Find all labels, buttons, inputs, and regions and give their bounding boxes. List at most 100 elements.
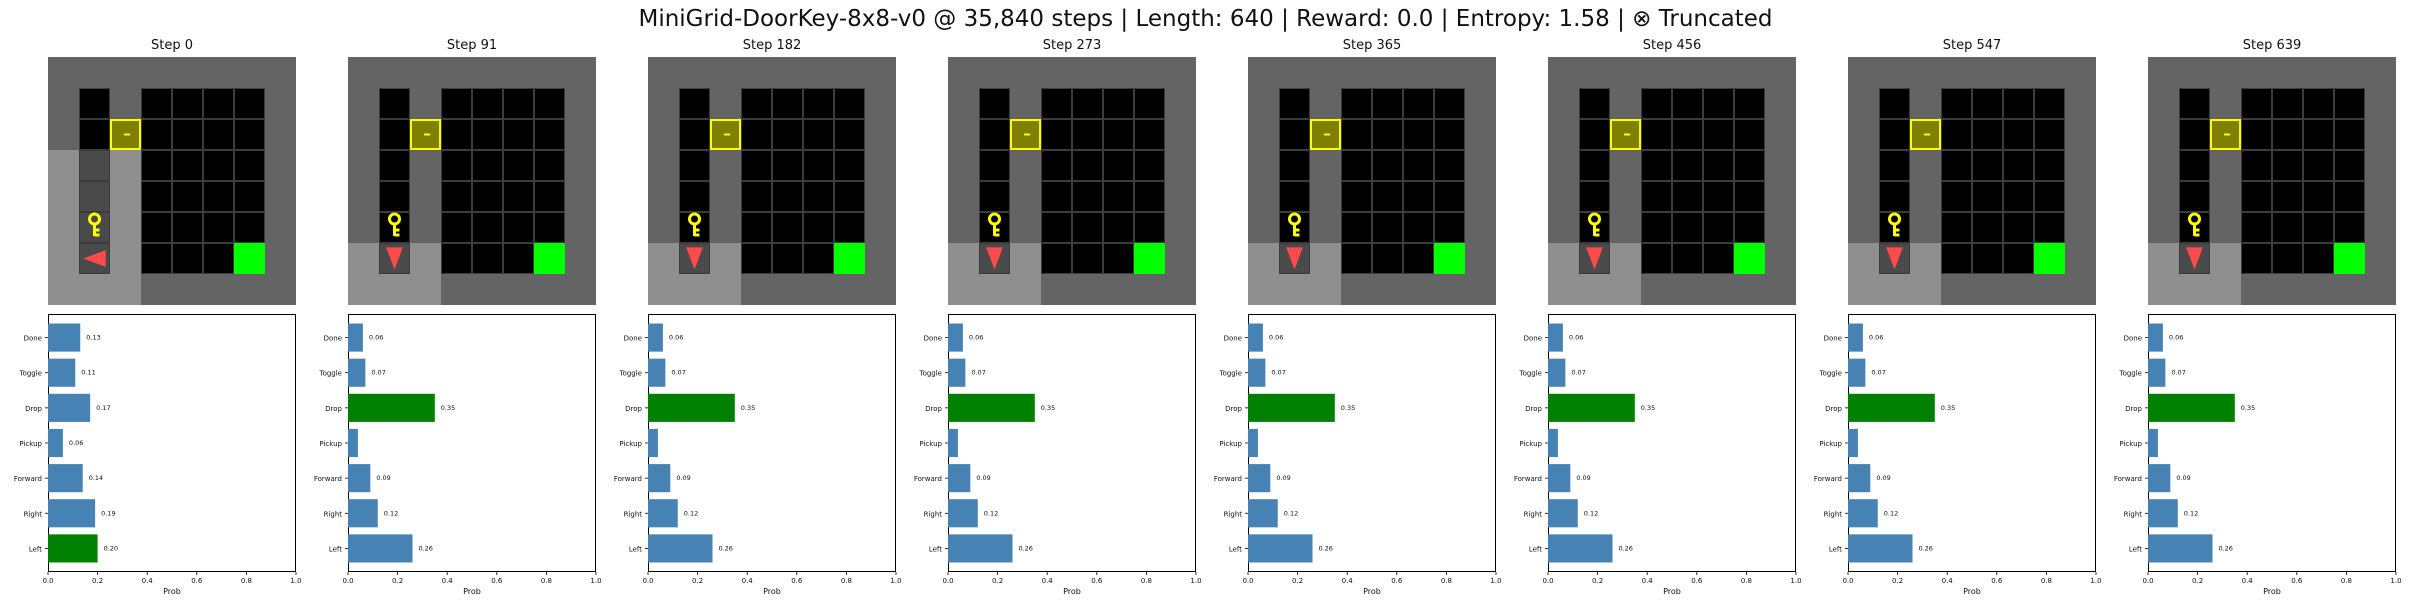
grid-cell bbox=[1372, 212, 1403, 243]
x-tick-label: 0.6 bbox=[491, 577, 503, 585]
door-icon bbox=[1010, 119, 1041, 150]
grid-cell bbox=[1341, 88, 1372, 119]
grid-cell bbox=[2210, 150, 2241, 181]
grid-cell bbox=[1310, 181, 1341, 212]
grid-cell bbox=[834, 119, 865, 150]
grid-cell bbox=[441, 274, 472, 305]
grid-cell bbox=[1434, 212, 1465, 243]
grid-cell bbox=[648, 57, 679, 88]
chart-frame bbox=[348, 314, 596, 572]
grid-cell bbox=[1248, 88, 1279, 119]
grid-cell bbox=[1703, 212, 1734, 243]
grid-cell bbox=[1703, 88, 1734, 119]
grid-cell bbox=[772, 150, 803, 181]
grid-cell bbox=[110, 212, 141, 243]
grid-cell bbox=[348, 181, 379, 212]
grid-cell bbox=[141, 150, 172, 181]
grid-cell bbox=[1103, 57, 1134, 88]
grid-cell bbox=[472, 119, 503, 150]
x-tick-label: 0.2 bbox=[992, 577, 1003, 585]
grid-cell bbox=[1010, 274, 1041, 305]
value-label: 0.26 bbox=[1318, 544, 1332, 552]
grid-cell bbox=[1434, 150, 1465, 181]
grid-cell bbox=[1134, 119, 1165, 150]
grid-cell bbox=[2210, 243, 2241, 274]
grid-cell bbox=[1103, 88, 1134, 119]
grid-cell bbox=[648, 243, 679, 274]
grid-cell bbox=[172, 274, 203, 305]
chart-frame bbox=[948, 314, 1196, 572]
grid-cell bbox=[265, 57, 296, 88]
grid-cell bbox=[1310, 274, 1341, 305]
grid-cell bbox=[1879, 274, 1910, 305]
grid-cell bbox=[234, 119, 265, 150]
value-label: 0.35 bbox=[2241, 404, 2255, 412]
x-tick-label: 0.2 bbox=[1292, 577, 1303, 585]
door-icon bbox=[2210, 119, 2241, 150]
prob-bar bbox=[1848, 464, 1871, 493]
grid-cell bbox=[234, 274, 265, 305]
x-tick-label: 0.6 bbox=[1391, 577, 1403, 585]
grid-cell bbox=[2334, 119, 2365, 150]
chart-frame bbox=[1848, 314, 2096, 572]
grid-cell bbox=[1848, 212, 1879, 243]
prob-bar bbox=[1548, 428, 1558, 458]
grid-cell bbox=[141, 119, 172, 150]
grid-cell bbox=[865, 181, 896, 212]
grid-cell bbox=[48, 57, 79, 88]
grid-cell bbox=[1248, 212, 1279, 243]
grid-cell bbox=[534, 119, 565, 150]
value-label: 0.12 bbox=[1584, 509, 1598, 517]
x-tick-label: 0.4 bbox=[442, 577, 454, 585]
grid-cell bbox=[441, 57, 472, 88]
grid-cell bbox=[1248, 119, 1279, 150]
grid-cell bbox=[1579, 274, 1610, 305]
value-label: 0.09 bbox=[2176, 474, 2190, 482]
value-label: 0.07 bbox=[1871, 369, 1885, 377]
grid-cell bbox=[2272, 243, 2303, 274]
grid-cell bbox=[1548, 243, 1579, 274]
grid-cell bbox=[1848, 88, 1879, 119]
env-grid bbox=[1848, 57, 2096, 305]
grid-cell bbox=[1941, 212, 1972, 243]
grid-cell bbox=[265, 88, 296, 119]
grid-cell bbox=[565, 150, 596, 181]
grid-cell bbox=[648, 274, 679, 305]
value-label: 0.12 bbox=[984, 509, 998, 517]
grid-cell bbox=[79, 57, 110, 88]
grid-cell bbox=[865, 243, 896, 274]
value-label: 0.09 bbox=[376, 474, 390, 482]
grid-cell bbox=[441, 212, 472, 243]
prob-bar bbox=[948, 428, 958, 458]
x-tick-label: 0.4 bbox=[1042, 577, 1054, 585]
x-axis-label: Prob bbox=[1363, 587, 1381, 596]
grid-cell bbox=[141, 57, 172, 88]
grid-cell bbox=[2034, 57, 2065, 88]
x-tick-label: 1.0 bbox=[1490, 577, 1501, 585]
grid-cell bbox=[2065, 57, 2096, 88]
panel-title: Step 273 bbox=[1042, 38, 1102, 53]
grid-cell bbox=[2334, 212, 2365, 243]
grid-cell bbox=[1341, 150, 1372, 181]
grid-cell bbox=[472, 181, 503, 212]
value-label: 0.09 bbox=[676, 474, 690, 482]
prob-bar bbox=[48, 428, 63, 458]
panel-title: Step 365 bbox=[1342, 38, 1402, 53]
grid-cell bbox=[1672, 243, 1703, 274]
key-icon bbox=[688, 212, 701, 237]
category-label: Forward bbox=[1214, 475, 1242, 483]
category-label: Toggle bbox=[318, 370, 342, 378]
grid-cell bbox=[410, 243, 441, 274]
x-tick-label: 1.0 bbox=[290, 577, 301, 585]
grid-cell bbox=[2148, 150, 2179, 181]
grid-cell bbox=[1672, 274, 1703, 305]
grid-cell bbox=[948, 212, 979, 243]
grid-cell bbox=[2365, 119, 2396, 150]
chart-frame bbox=[1248, 314, 1496, 572]
grid-cell bbox=[110, 243, 141, 274]
grid-cell bbox=[110, 274, 141, 305]
grid-cell bbox=[679, 119, 710, 150]
category-label: Drop bbox=[625, 405, 642, 413]
grid-cell bbox=[1010, 243, 1041, 274]
grid-cell bbox=[1134, 57, 1165, 88]
